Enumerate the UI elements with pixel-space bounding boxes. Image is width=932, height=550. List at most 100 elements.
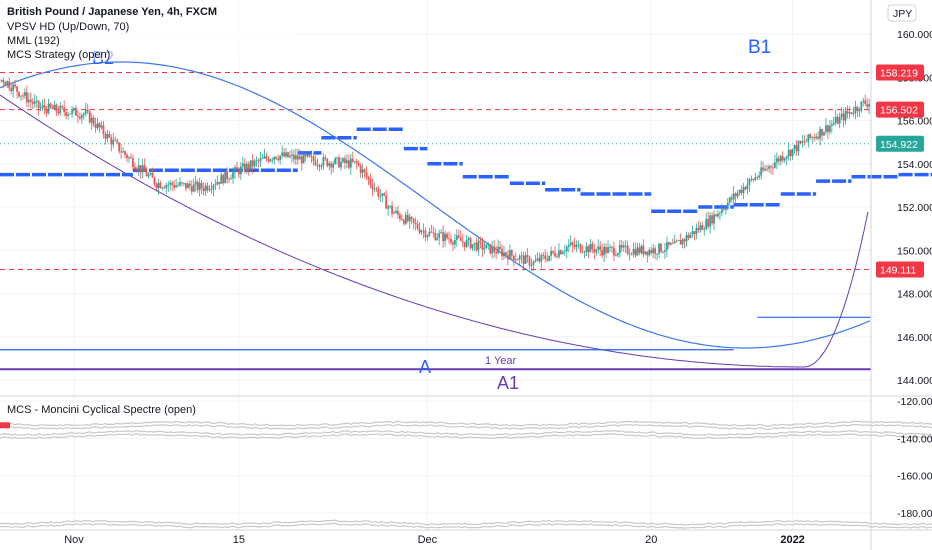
candle-body [210,189,213,190]
candle-body [112,139,115,145]
candle-body [283,152,285,157]
mcs-tick-label: -140.000 [897,433,932,445]
candle-body [848,112,851,114]
candle-body [338,157,340,168]
candle-body [253,160,256,167]
candle-body [55,104,58,112]
candle-body [230,178,232,180]
candle-body [546,258,549,261]
candle-body [39,107,42,109]
candle-body [336,157,338,159]
candle-body [534,260,537,262]
candle-body [20,95,22,97]
candle-body [145,171,148,177]
candle-body [277,158,280,161]
candle-body [255,160,258,162]
indicator-legend-item: MCS Strategy (open) [7,49,110,61]
price-tick-label: 150.000 [897,245,932,257]
candle-body [542,254,545,256]
candle-body [381,193,384,196]
mcs-band-lower [0,433,932,440]
candle-body [783,158,786,161]
candle-body [143,165,146,172]
candle-body [463,242,466,247]
candle-body [438,233,441,238]
candle-body [754,177,757,181]
candle-body [854,106,857,114]
candle-body [157,183,160,189]
candle-body [190,186,193,192]
candle-body [133,166,136,169]
candle-body [281,152,284,156]
legend: British Pound / Japanese Yen, 4h, FXCM VP… [0,0,300,416]
candle-body [412,218,415,223]
candle-body [646,251,649,256]
candle-body [667,242,670,245]
mcs-band-upper [0,430,932,436]
candle-body [575,244,578,247]
candle-body [365,172,368,177]
candle-body [122,151,124,153]
candle-body [722,209,725,211]
horizontal-lines [0,316,871,371]
candle-body [846,111,849,114]
candle-body [73,108,75,110]
mcs-band-lower [0,522,932,529]
candle-body [308,155,311,157]
candle-body [224,171,227,184]
candle-body [626,245,629,254]
candle-body [452,242,454,245]
candle-body [6,81,9,85]
candle-body [367,176,370,179]
indicator-legend-item: MML (192) [7,35,60,47]
candle-body [844,111,847,121]
candle-body [14,84,16,87]
candle-body [744,187,747,190]
candle-body [662,251,664,253]
candle-body [828,125,831,132]
candle-body [685,235,688,242]
level-price-tag [876,64,924,81]
candle-body [238,169,240,175]
candle-body [774,162,776,168]
candle-body [65,111,68,116]
candle-body [422,230,425,232]
candle-body [732,193,735,200]
time-tick-label: Nov [64,534,84,546]
candle-body [185,182,187,189]
candle-body [459,237,462,242]
candle-body [577,244,580,246]
candle-body [90,117,93,123]
candle-body [465,239,468,247]
candle-body [92,117,95,125]
time-tick-label: Dec [418,534,438,546]
mcs-subpane [0,420,932,529]
candle-body [508,250,511,260]
candle-body [514,259,517,261]
candle-body [371,184,374,190]
candle-body [777,158,780,162]
candle-body [666,242,668,251]
candle-body [8,81,11,89]
candle-body [273,156,276,160]
candle-body [322,157,325,166]
candle-body [705,218,708,230]
candle-body [84,109,87,114]
candle-body [400,219,403,220]
candle-body [24,92,26,96]
price-tick-label: 148.000 [897,289,932,301]
candle-body [171,182,174,186]
candle-body [505,252,507,255]
candle-body [179,182,181,186]
candle-body [681,239,684,245]
currency-badge[interactable] [887,4,917,22]
candle-body [326,158,329,167]
candle-body [734,193,737,197]
candle-body [312,156,315,161]
candle-body [453,239,456,245]
candle-body [726,202,729,209]
candle-body [506,254,509,260]
candle-body [177,185,179,187]
candle-body [815,136,818,139]
